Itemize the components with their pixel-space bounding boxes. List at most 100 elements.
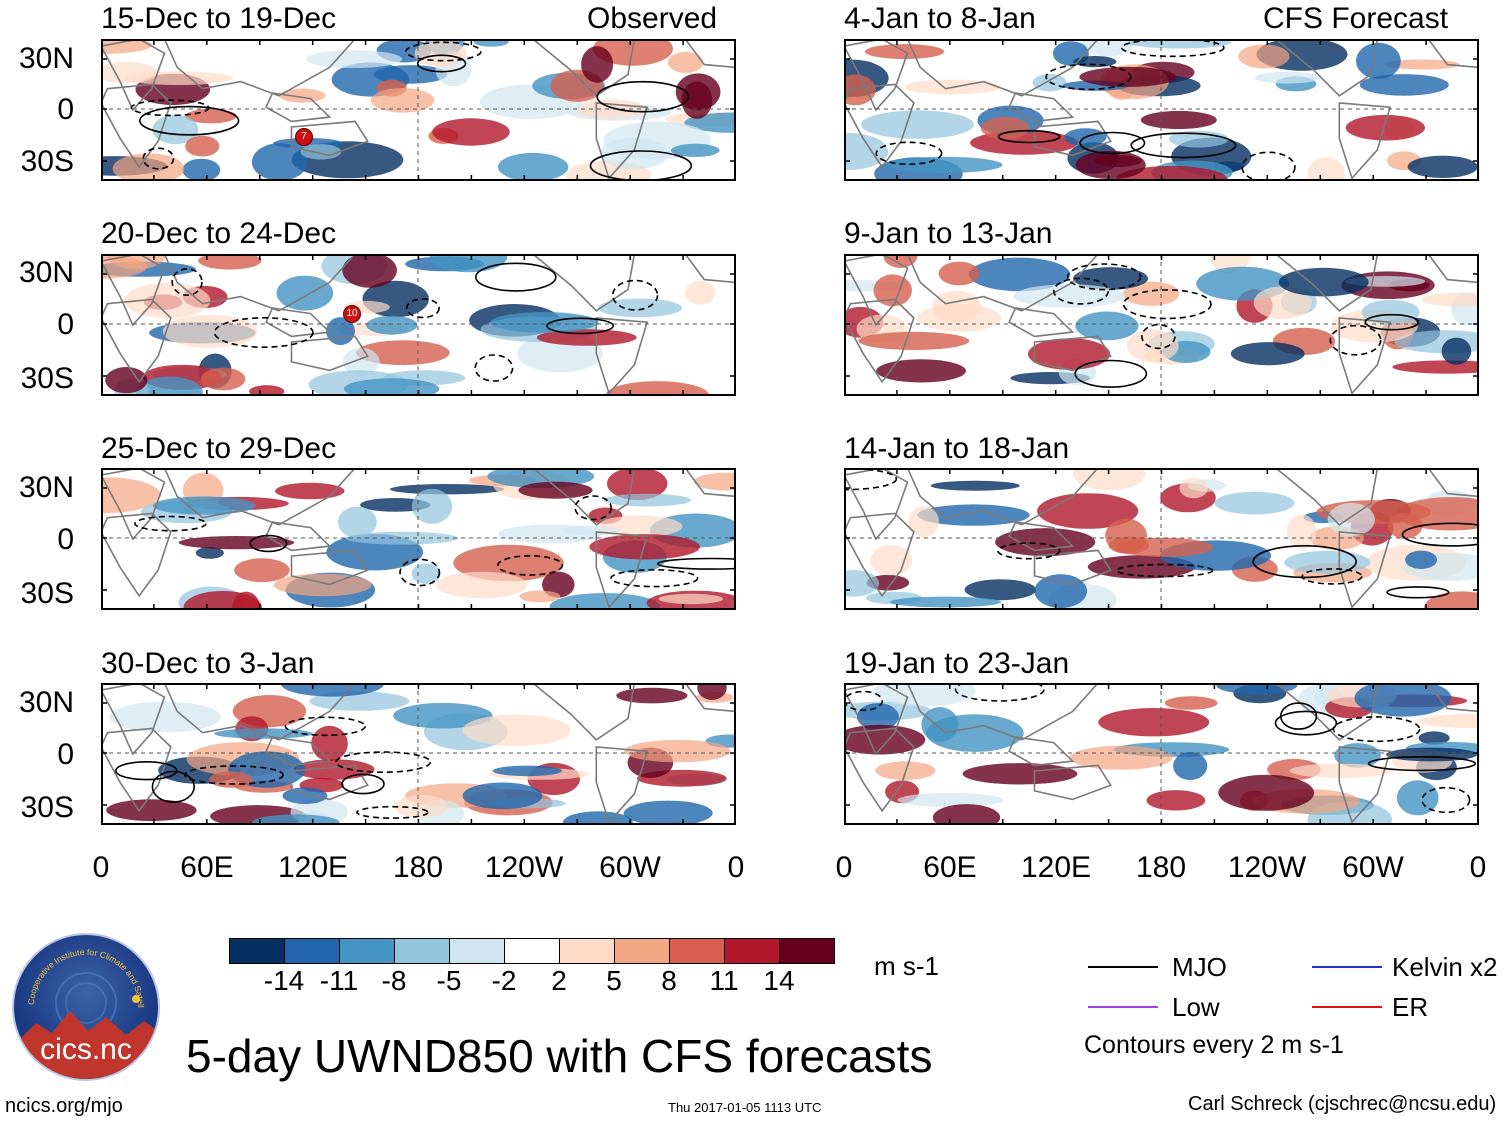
storm-label-7: 7	[301, 131, 307, 142]
anomaly-shading	[337, 506, 377, 538]
anomaly-shading	[623, 800, 713, 825]
panel-title-7: 14-Jan to 18-Jan	[844, 432, 1070, 465]
anomaly-shading	[1284, 550, 1371, 574]
colorbar	[229, 938, 835, 964]
anomaly-shading	[616, 687, 688, 704]
lon-label-0-left: 0	[92, 851, 110, 884]
anomaly-shading	[356, 340, 450, 366]
panel-title-2: 20-Dec to 24-Dec	[101, 217, 337, 250]
anomaly-shading	[342, 254, 397, 288]
mjo-contour	[142, 147, 175, 170]
continent-outline	[290, 764, 369, 801]
continent-outline	[290, 120, 369, 157]
anomaly-shading	[681, 81, 713, 119]
anomaly-shading	[112, 153, 185, 181]
colorbar-tick-7: 5	[606, 965, 622, 996]
colorbar-units: m s-1	[874, 951, 939, 981]
anomaly-shading	[542, 571, 575, 598]
anomaly-shading	[1253, 286, 1312, 320]
continent-outline	[101, 39, 166, 112]
lon-label-60e-left: 60E	[180, 851, 234, 884]
mjo-contour	[1053, 277, 1110, 305]
mjo-contour	[405, 298, 440, 319]
anomaly-shading	[1384, 59, 1461, 70]
continent-outline	[1008, 307, 1075, 338]
lat-label-30s-p3: 30S	[20, 577, 74, 610]
anomaly-shading	[279, 88, 326, 103]
panel-title-8: 19-Jan to 23-Jan	[844, 647, 1070, 680]
anomaly-shading	[685, 280, 716, 305]
anomaly-shading	[908, 506, 939, 538]
anomaly-shading	[162, 314, 258, 348]
svg-text:Cooperative Institute for Clim: Cooperative Institute for Climate and Sa…	[14, 935, 146, 1008]
colorbar-swatch	[394, 939, 449, 963]
mjo-contour	[1120, 39, 1225, 58]
logo-ring-text: Cooperative Institute for Climate and Sa…	[14, 935, 146, 1008]
anomaly-shading	[342, 347, 380, 376]
anomaly-shading	[178, 536, 295, 550]
anomaly-shading	[432, 118, 510, 146]
continent-outline	[906, 254, 1100, 312]
lon-label-120w-right: 120W	[1227, 851, 1307, 884]
panel-title-5: 4-Jan to 8-Jan	[844, 2, 1036, 35]
anomaly-shading	[1034, 574, 1087, 609]
anomaly-shading	[1418, 731, 1450, 745]
anomaly-shading	[930, 480, 1020, 491]
mjo-contour	[997, 129, 1061, 144]
anomaly-shading	[1073, 56, 1117, 68]
anomaly-shading	[105, 367, 148, 394]
anomaly-shading	[1421, 292, 1479, 307]
mjo-contour	[405, 41, 482, 62]
anomaly-shading	[343, 378, 440, 396]
anomaly-shading	[1289, 763, 1393, 778]
storm-marker-10: 10	[343, 305, 361, 323]
continent-outline	[1427, 254, 1479, 284]
continent-outline	[1274, 468, 1379, 526]
mjo-contour	[1386, 586, 1450, 599]
anomaly-shading	[462, 782, 543, 810]
continent-outline	[163, 683, 357, 741]
anomaly-shading	[390, 484, 505, 495]
map-panel-fcst-4	[844, 683, 1479, 825]
continent-outline	[265, 92, 332, 123]
mjo-contour	[341, 773, 385, 795]
anomaly-shading	[519, 590, 561, 603]
lon-label-120w-left: 120W	[484, 851, 564, 884]
panel-title-3: 25-Dec to 29-Dec	[101, 432, 337, 465]
legend-low-line	[1088, 1006, 1158, 1008]
anomaly-shading	[411, 563, 441, 584]
anomaly-shading	[1073, 267, 1149, 290]
anomaly-shading	[305, 50, 403, 68]
mjo-contour	[1329, 324, 1382, 356]
continent-outline	[844, 683, 909, 756]
anomaly-shading	[1114, 537, 1213, 557]
continent-outline	[265, 736, 332, 767]
anomaly-shading	[1238, 44, 1290, 69]
lat-label-0-p3: 0	[57, 523, 74, 556]
anomaly-shading	[576, 99, 646, 120]
anomaly-shading	[1173, 751, 1208, 781]
anomaly-shading	[1254, 71, 1321, 84]
anomaly-shading	[844, 74, 876, 106]
continent-outline	[163, 468, 357, 526]
anomaly-shading	[1098, 708, 1210, 737]
legend-er-label: ER	[1392, 992, 1429, 1022]
anomaly-shading	[1082, 39, 1135, 57]
logo-text: cics.nc	[40, 1033, 132, 1066]
mjo-contour	[151, 770, 196, 803]
continent-outline	[1008, 521, 1075, 552]
anomaly-shading	[106, 799, 197, 822]
lon-label-180-left: 180	[392, 851, 444, 884]
lat-label-30n-p4: 30N	[18, 686, 74, 719]
anomaly-shading	[1216, 683, 1298, 695]
legend-mjo-label: MJO	[1172, 952, 1227, 982]
colorbar-tick-9: 11	[709, 965, 739, 996]
anomaly-shading	[658, 593, 723, 605]
colorbar-tick-6: 2	[551, 965, 567, 996]
anomaly-shading	[858, 331, 970, 350]
anomaly-shading	[1146, 790, 1206, 811]
colorbar-swatch	[669, 939, 724, 963]
anomaly-shading	[135, 376, 203, 396]
anomaly-shading	[917, 504, 1030, 526]
anomaly-shading	[101, 39, 153, 54]
